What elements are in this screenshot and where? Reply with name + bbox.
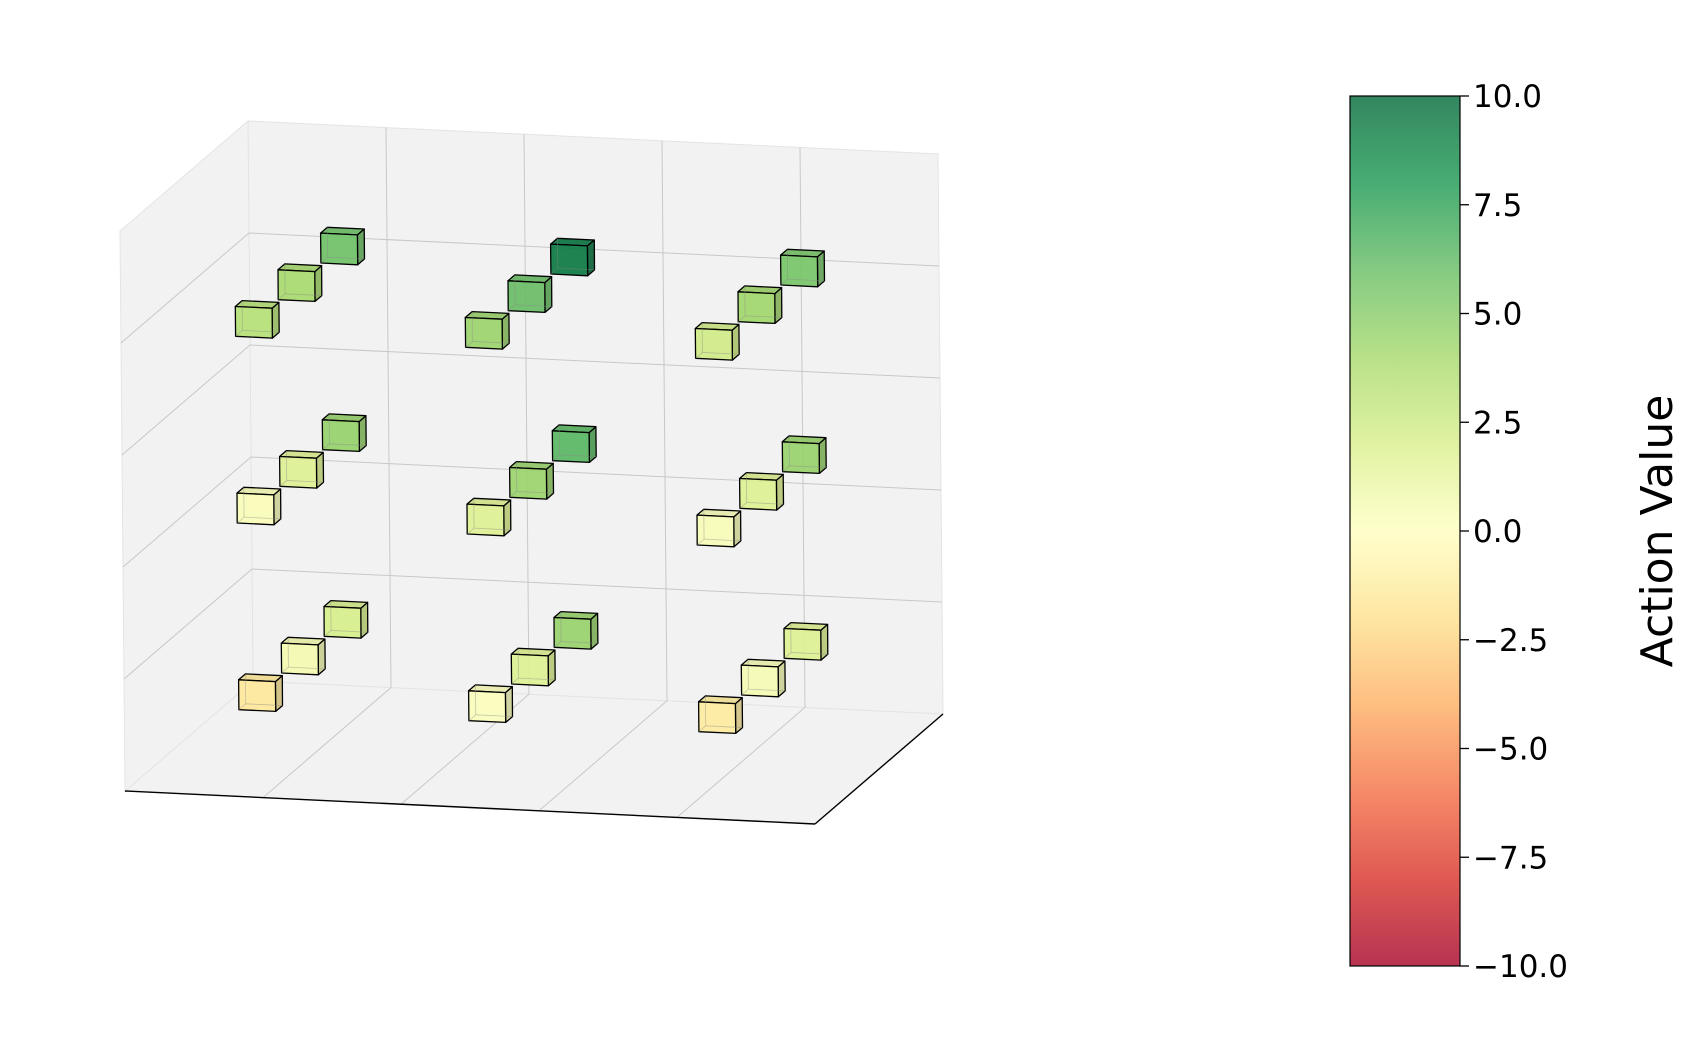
colorbar-label: Action Value [1632,395,1683,668]
colorbar-tick-label: −5.0 [1473,732,1548,768]
cube-face-front [324,607,361,639]
cube-face-front [237,493,274,525]
colorbar: 10.0 7.5 5.0 2.5 0.0 −2.5 −5.0 −7.5 −10.0 Action… [1350,79,1683,985]
voxel-cube-2-0-1 [465,312,509,350]
cube-face-front [738,292,775,324]
colorbar-tick-label: 2.5 [1473,405,1522,441]
cube-face-front [697,515,734,547]
voxel-cube-1-2-0 [322,414,366,452]
colorbar-gradient [1350,96,1460,966]
cube-face-front [465,318,502,350]
voxel-cube-2-2-2 [781,249,825,287]
voxel-cube-2-1-0 [278,264,322,302]
cube-face-front [510,468,547,500]
cube-face-front [695,329,732,361]
cube-face-front [239,680,276,712]
cube-face-front [699,702,736,734]
voxel-cube-0-1-2 [741,659,785,697]
colorbar-tick-label: 10.0 [1473,79,1542,115]
voxel-cube-0-1-0 [281,637,325,675]
left-pane [120,121,253,791]
voxel-cube-0-2-1 [554,612,598,650]
cube-face-front [235,307,272,339]
cube-face-front [782,442,819,474]
cube-face-front [551,244,588,276]
cube-face-front [554,618,591,650]
cube-face-front [322,420,359,452]
cube-face-front [511,654,548,686]
voxel-cube-1-2-1 [552,425,596,463]
cube-face-front [281,643,318,675]
cube-face-front [467,504,504,536]
colorbar-tick-label: 7.5 [1473,188,1522,224]
voxel-cube-2-2-1 [551,238,595,276]
voxel-cube-2-1-2 [738,286,782,324]
voxel-cube-0-1-1 [511,648,555,686]
colorbar-tick-label: −7.5 [1473,840,1548,876]
voxel-cube-2-0-2 [695,323,739,361]
voxel-cube-1-2-2 [782,436,826,474]
cube-face-front [321,233,358,265]
voxel-cube-0-2-0 [324,601,368,639]
voxel-cube-0-2-2 [784,623,828,661]
voxel-cube-1-0-0 [237,487,281,525]
voxel-cube-2-2-0 [321,227,365,265]
voxel-cube-0-0-2 [699,696,743,734]
voxel-cube-2-0-0 [235,301,279,339]
voxel-cube-1-0-2 [697,509,741,547]
cube-face-front [784,629,821,661]
voxel-cube-0-0-0 [239,674,283,712]
voxel-cube-1-1-1 [510,462,554,500]
voxel-cube-0-0-1 [469,685,513,723]
colorbar-tick-label: 5.0 [1473,297,1522,333]
colorbar-ticks: 10.0 7.5 5.0 2.5 0.0 −2.5 −5.0 −7.5 −10.0 [1460,79,1568,985]
colorbar-tick-label: −10.0 [1473,949,1568,985]
voxel-cube-1-0-1 [467,498,511,536]
cube-face-front [740,479,777,511]
colorbar-tick-label: −2.5 [1473,623,1548,659]
voxel-cube-2-1-1 [508,275,552,313]
cube-face-front [469,691,506,723]
cube-face-front [552,431,589,463]
cube-face-front [508,281,545,313]
cube-face-front [280,457,317,489]
voxel-cube-1-1-2 [740,473,784,511]
cube-face-front [278,270,315,302]
cube-face-front [741,665,778,697]
voxel-cube-1-1-0 [280,451,324,489]
cube-face-front [781,255,818,287]
colorbar-tick-label: 0.0 [1473,514,1522,550]
